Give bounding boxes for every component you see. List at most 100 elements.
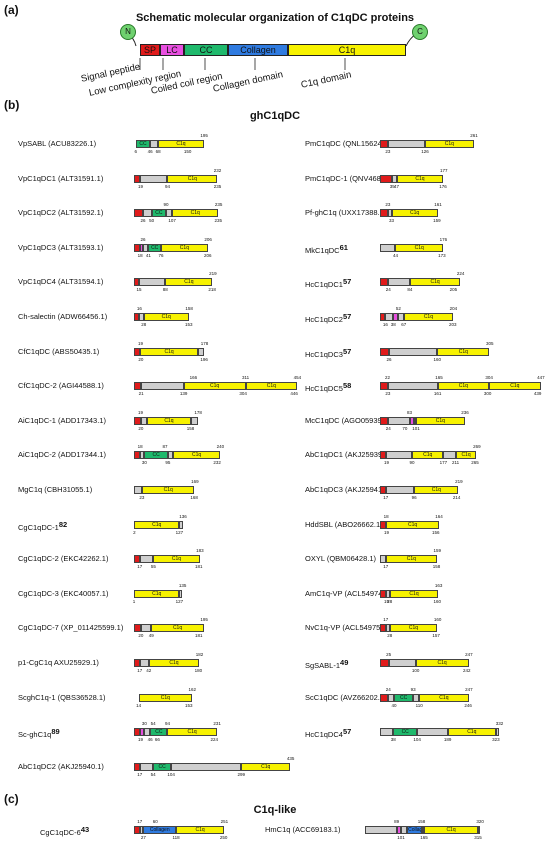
protein-name-text: VpC1qDC2 (ALT31592.1)	[18, 208, 104, 218]
protein-name: p1-CgC1q AXU25929.1)	[18, 658, 99, 667]
position-label-top: 311	[242, 375, 250, 381]
position-label-bottom: 28	[387, 598, 393, 604]
domain-sp-segment	[134, 174, 141, 183]
position-label-top: 183	[196, 548, 204, 554]
protein-name-text: CgC1qDC-1	[18, 522, 59, 532]
protein-name: VpSABL (ACU83226.1)	[18, 139, 96, 148]
position-label-bottom: 38	[390, 322, 396, 327]
protein-name-text: HcC1qDC3	[305, 349, 343, 359]
domain-l-segment	[139, 826, 144, 834]
domain-l-segment	[478, 826, 481, 834]
position-label-bottom: 47	[394, 183, 400, 189]
position-label-bottom: 76	[158, 252, 164, 258]
domain-l-segment	[141, 382, 184, 391]
domain-l-segment	[385, 486, 415, 494]
protein-domain-bar: C1q C1q	[380, 382, 541, 391]
protein-name-text: VpC1qDC3 (ALT31593.1)	[18, 242, 104, 252]
position-label-bottom: 196	[200, 356, 208, 362]
position-label-bottom: 17	[137, 564, 143, 570]
position-label-top: 206	[204, 236, 212, 242]
domain-c1q-segment: C1q	[412, 451, 444, 460]
position-label-bottom: 19	[137, 183, 143, 189]
position-label-top: 219	[209, 271, 217, 277]
position-label-bottom: 50	[149, 218, 155, 224]
position-label-bottom: 54	[150, 771, 156, 777]
position-label-bottom: 101	[412, 425, 420, 431]
protein-name: HmC1q (ACC69183.1)	[265, 825, 340, 834]
position-label-bottom: 242	[462, 668, 471, 673]
protein-name: Sc-ghC1q89	[18, 727, 60, 739]
position-label-bottom: 15	[136, 287, 142, 293]
position-label-top: 320	[476, 819, 484, 824]
domain-l-segment	[389, 347, 438, 356]
position-label-top: 204	[449, 306, 458, 311]
position-label-bottom: 94	[164, 183, 170, 189]
position-label-top: 454	[293, 375, 302, 381]
protein-name-text: VpC1qDC4 (ALT31594.1)	[18, 277, 104, 287]
schematic-cc-segment: CC	[184, 44, 228, 56]
domain-collagen-segment: Collagen	[143, 826, 177, 834]
protein-name: AiC1qDC-1 (ADD17343.1)	[18, 416, 106, 425]
position-label-bottom: 55	[150, 564, 156, 570]
domain-l-segment	[413, 416, 416, 425]
position-label-bottom: 104	[413, 737, 421, 743]
position-label-bottom: 161	[433, 391, 442, 397]
position-label-top: 177	[439, 167, 448, 173]
protein-name: Pf-ghC1q (UXX17388.1)	[305, 208, 386, 217]
position-label-bottom: 203	[448, 322, 457, 327]
protein-domain-bar: CC C1q	[380, 728, 500, 737]
protein-name: HcC1qDC558	[305, 381, 351, 393]
protein-domain-bar: C1q	[134, 486, 195, 494]
panel-b-title: ghC1qDC	[249, 110, 301, 122]
position-label-bottom: 19	[383, 598, 389, 604]
protein-domain-bar: C1q	[380, 624, 438, 633]
position-label-top: 136	[179, 513, 187, 519]
protein-domain-bar: C1q	[134, 347, 205, 356]
panel-a-label: (a)	[4, 3, 19, 17]
position-label-top: 26	[140, 236, 146, 242]
position-label-top: 164	[435, 513, 443, 519]
position-label-top: 19	[137, 340, 143, 346]
position-label-bottom: 323	[492, 737, 500, 743]
domain-lc-segment	[409, 416, 414, 425]
position-label-bottom: 157	[432, 633, 440, 639]
domain-l-segment	[166, 209, 173, 218]
domain-l-segment	[144, 728, 151, 737]
protein-name: CgC1qDC-7 (XP_011425599.1)	[18, 623, 123, 632]
domain-cc-segment: CC	[393, 728, 418, 737]
position-label-top: 18	[383, 513, 389, 519]
panel-c-title: C1q-like	[253, 804, 297, 816]
domain-c1q-segment: C1q	[489, 382, 541, 391]
position-label-bottom: 315	[474, 835, 482, 840]
protein-name-text: AbC1qDC2 (AKJ25940.1)	[18, 761, 104, 771]
domain-c1q-segment: C1q	[143, 313, 189, 321]
position-label-bottom: 250	[219, 835, 228, 840]
protein-domain-bar: C1q	[134, 520, 183, 529]
domain-c1q-segment: C1q	[241, 762, 291, 771]
position-label-bottom: 265	[471, 460, 479, 466]
position-label-bottom: 17	[137, 771, 143, 777]
protein-name: NvC1q-VP (ACL54975.1)	[305, 623, 389, 632]
domain-l-segment	[380, 555, 386, 564]
protein-domain-bar: C1q	[380, 659, 469, 667]
domain-c1q-segment: C1q	[151, 624, 204, 633]
protein-name: McC1qDC (AGO05939.1)	[305, 416, 390, 425]
position-label-bottom: 67	[401, 322, 407, 327]
domain-sp-segment	[134, 624, 141, 633]
domain-c1q-segment: C1q	[395, 243, 443, 252]
domain-l-segment	[443, 451, 456, 460]
domain-c1q-segment: C1q	[391, 209, 438, 218]
protein-name-text: p1-CgC1q AXU25929.1)	[18, 658, 99, 667]
position-label-bottom: 165	[420, 835, 428, 840]
position-label-bottom: 18	[137, 252, 143, 258]
protein-domain-bar: C1q	[134, 555, 200, 564]
position-label-top: 162	[188, 686, 197, 692]
domain-c1q-segment: C1q	[447, 728, 496, 737]
position-label-bottom: 139	[179, 391, 188, 397]
position-label-bottom: 21	[138, 391, 144, 397]
schematic-lc-segment: LC	[160, 44, 184, 56]
domain-l-segment	[134, 486, 142, 494]
domain-lc-segment	[396, 826, 401, 834]
protein-name-text: HcC1qDC2	[305, 315, 343, 324]
position-label-bottom: 33	[389, 218, 395, 224]
